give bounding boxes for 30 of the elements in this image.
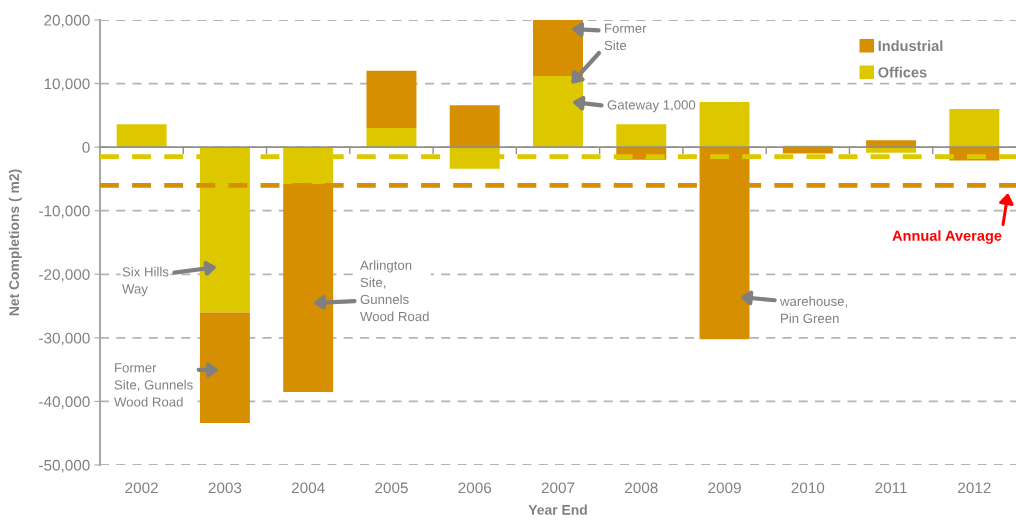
y-tick-label: -50,000 [39, 459, 90, 473]
y-tick-label: 20,000 [44, 14, 90, 28]
y-tick-label: 10,000 [44, 78, 90, 92]
y-tick-label: -10,000 [39, 205, 90, 219]
x-tick-label: 2009 [708, 482, 741, 494]
x-tick-label: 2011 [875, 482, 907, 494]
y-tick-label: -20,000 [39, 269, 90, 282]
x-tick-label: 2003 [208, 482, 242, 494]
legend-label: Industrial [878, 40, 943, 52]
annotation: Arlington Site, Gunnels Wood Road [360, 260, 429, 322]
y-axis-title: Net Completions ( m2) [8, 169, 22, 316]
annotation: Annual Average [892, 230, 1002, 244]
y-tick-label: -40,000 [39, 396, 90, 409]
annotation: warehouse, Pin Green [779, 296, 848, 324]
y-tick-label: -30,000 [39, 332, 90, 346]
x-tick-label: 2007 [541, 482, 575, 494]
x-tick-label: 2012 [958, 482, 991, 494]
annotation: Former Site [604, 23, 647, 51]
x-axis-title: Year End [528, 504, 587, 515]
legend-label: Offices [878, 66, 927, 78]
annotation: Six Hills Way [122, 266, 169, 297]
x-tick-label: 2008 [625, 482, 658, 494]
x-tick-label: 2002 [125, 482, 158, 494]
x-tick-label: 2006 [458, 482, 492, 494]
x-tick-label: 2010 [791, 482, 825, 494]
annotation: Gateway 1,000 [607, 100, 696, 113]
y-tick-label: 0 [82, 142, 90, 153]
x-tick-label: 2005 [375, 482, 408, 494]
x-tick-label: 2004 [291, 482, 325, 494]
annotation: Former Site, Gunnels Wood Road [114, 363, 193, 407]
